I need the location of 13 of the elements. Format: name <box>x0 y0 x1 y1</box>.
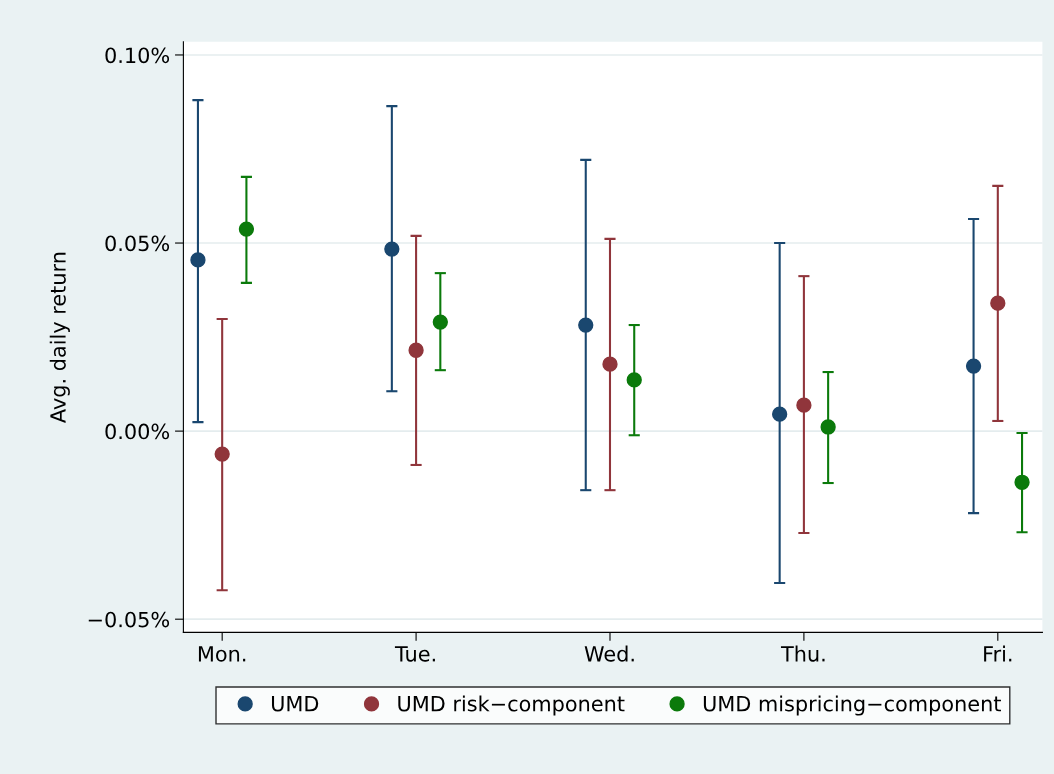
y-axis-title: Avg. daily return <box>49 252 70 423</box>
legend-label: UMD <box>271 696 319 712</box>
x-tick-label: Tue. <box>394 646 435 662</box>
x-tick-label: Wed. <box>584 645 634 662</box>
y-tick-label: 0.00% <box>105 423 170 440</box>
y-tick-label: 0.10% <box>105 47 170 64</box>
y-tick-label: 0.05% <box>105 235 170 252</box>
x-tick-label: Mon. <box>198 646 246 662</box>
legend-label: UMD risk−component <box>398 695 625 716</box>
y-tick-label: −0.05% <box>88 611 170 628</box>
legend-label: UMD mispricing−component <box>703 695 1001 716</box>
x-tick-label: Thu. <box>780 645 825 662</box>
x-tick-label: Fri. <box>984 645 1012 662</box>
